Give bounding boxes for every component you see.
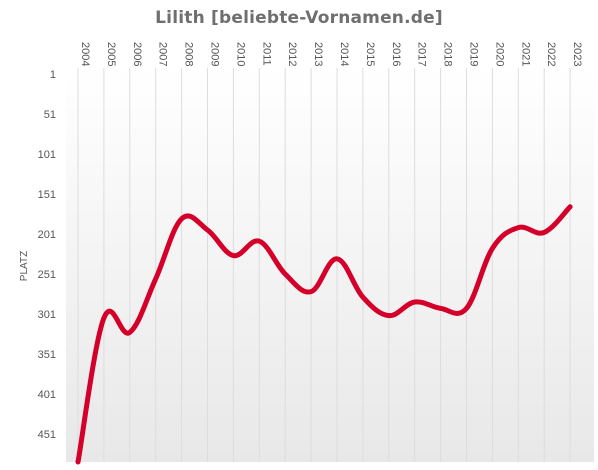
- series-line: [75, 204, 573, 465]
- y-tick-label-151: 151: [38, 189, 56, 201]
- x-tick-label-2010: 2010: [234, 42, 246, 66]
- y-tick-label-401: 401: [38, 389, 56, 401]
- x-tick-label-2023: 2023: [571, 42, 583, 66]
- y-tick-label-101: 101: [38, 149, 56, 161]
- x-tick-label-2020: 2020: [493, 42, 505, 66]
- y-axis-label: PLATZ: [19, 251, 30, 281]
- x-tick-label-2018: 2018: [442, 42, 454, 66]
- x-tick-label-2022: 2022: [545, 42, 557, 66]
- x-tick-label-2014: 2014: [338, 42, 350, 66]
- x-tick-label-2017: 2017: [416, 42, 428, 66]
- y-tick-label-451: 451: [38, 429, 56, 441]
- chart-title: Lilith [beliebte-Vornamen.de]: [155, 8, 443, 28]
- x-tick-label-2007: 2007: [157, 42, 169, 66]
- y-tick-label-51: 51: [44, 109, 56, 121]
- y-tick-label-1: 1: [50, 69, 56, 81]
- x-tick-label-2009: 2009: [209, 42, 221, 66]
- x-tick-label-2021: 2021: [519, 42, 531, 66]
- x-tick-label-2019: 2019: [468, 42, 480, 66]
- x-tick-label-2011: 2011: [260, 42, 272, 66]
- x-tick-label-2006: 2006: [131, 42, 143, 66]
- x-tick-label-2013: 2013: [312, 42, 324, 66]
- x-tick-label-2005: 2005: [105, 42, 117, 66]
- y-tick-label-251: 251: [38, 269, 56, 281]
- x-tick-label-2015: 2015: [364, 42, 376, 66]
- x-tick-label-2012: 2012: [286, 42, 298, 66]
- x-tick-label-2008: 2008: [183, 42, 195, 66]
- grid-lines: [77, 68, 571, 462]
- y-tick-label-351: 351: [38, 349, 56, 361]
- y-tick-label-301: 301: [38, 309, 56, 321]
- x-tick-label-2004: 2004: [79, 42, 91, 66]
- x-tick-label-2016: 2016: [390, 42, 402, 66]
- y-tick-label-201: 201: [38, 229, 56, 241]
- x-axis-ticks: 2004 2005 2006 2007 2008 2009 2010 2011 2012 2013…: [79, 42, 583, 66]
